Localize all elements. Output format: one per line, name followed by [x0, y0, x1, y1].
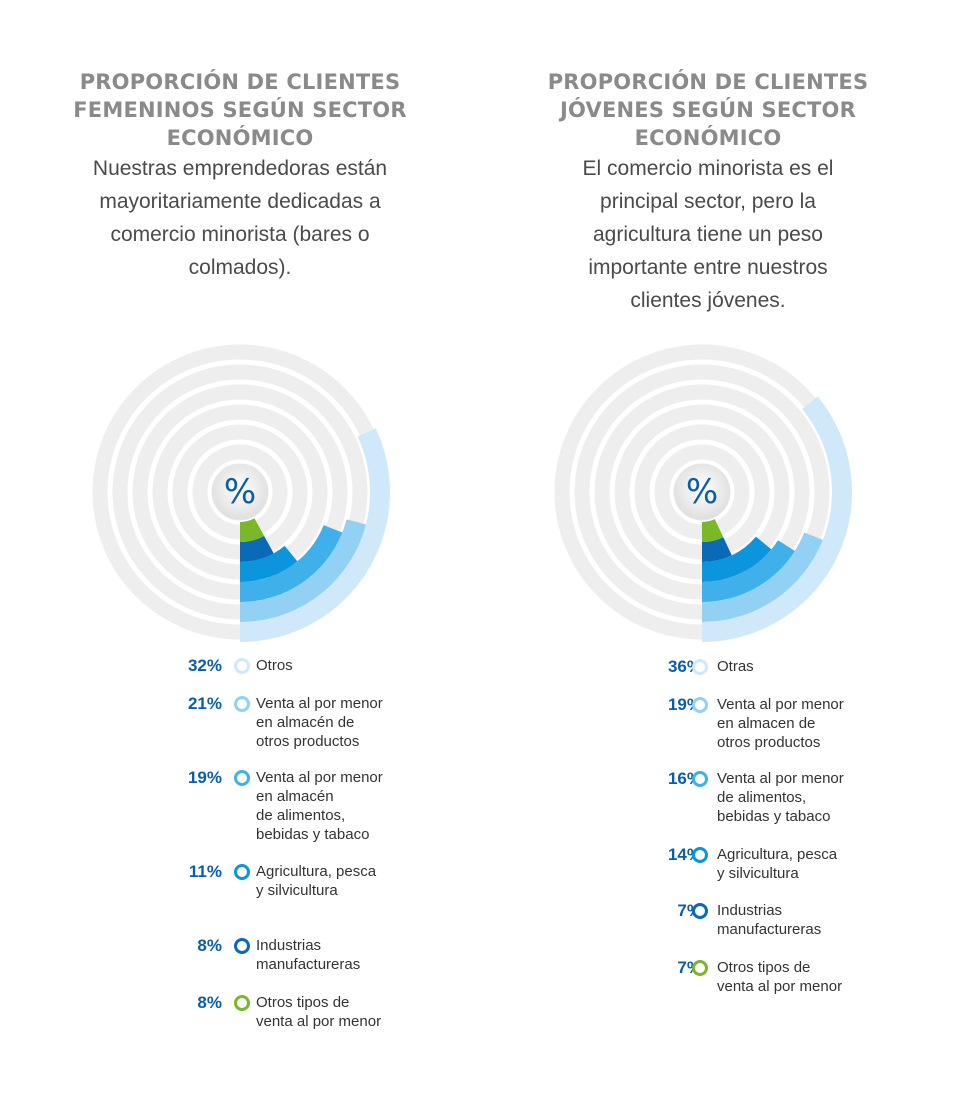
ring-segment	[702, 537, 732, 562]
ring-segment	[702, 536, 772, 582]
legend-label: Otras	[717, 658, 754, 675]
legend-percent: 14%	[667, 845, 702, 864]
chart-title: PROPORCIÓN DE CLIENTES JÓVENES SEGÚN SEC…	[547, 70, 869, 150]
percent-symbol: %	[686, 472, 718, 512]
legend-percent: 16%	[667, 769, 702, 788]
legend-percent: 11%	[188, 862, 222, 881]
legend-label: Otros	[256, 657, 293, 674]
legend-marker	[692, 771, 708, 787]
legend-percent: 8%	[197, 936, 222, 955]
legend-percent: 7%	[677, 958, 702, 977]
legend-marker	[234, 696, 250, 712]
legend-percent: 7%	[677, 901, 702, 920]
legend-label: Agricultura, pesca y silvicultura	[717, 846, 838, 882]
legend-marker	[234, 658, 250, 674]
legend-percent: 19%	[667, 695, 702, 714]
percent-symbol: %	[224, 472, 256, 512]
legend-label: Otros tipos de venta al por menor	[717, 959, 843, 995]
legend-percent: 36%	[667, 657, 702, 676]
chart-subtitle: Nuestras emprendedoras están mayoritaria…	[92, 157, 388, 279]
legend-marker	[692, 903, 708, 919]
legend-percent: 21%	[187, 694, 222, 713]
legend-percent: 32%	[187, 656, 222, 675]
legend-label: Venta al por menor en almacen de otros p…	[717, 696, 844, 751]
ring-segment	[702, 532, 823, 622]
legend-percent: 8%	[197, 993, 222, 1012]
ring-segment	[702, 540, 795, 602]
legend-marker	[692, 659, 708, 675]
center-hub	[211, 463, 269, 521]
legend-marker	[234, 938, 250, 954]
ring-segment	[240, 518, 265, 542]
legend-label: Agricultura, pesca y silvicultura	[256, 863, 377, 899]
legend-marker	[692, 697, 708, 713]
legend-label: Industrias manufactureras	[256, 937, 361, 973]
legend-marker	[234, 995, 250, 1011]
legend-marker	[234, 864, 250, 880]
ring-segment	[702, 519, 724, 542]
ring-segment	[240, 545, 298, 582]
legend-label: Venta al por menor de alimentos, bebidas…	[717, 770, 844, 825]
center-hub	[673, 463, 731, 521]
chart-subtitle: El comercio minorista es el principal se…	[582, 157, 834, 312]
radial-chart: %	[92, 344, 391, 642]
ring-segment	[240, 428, 391, 642]
ring-segment	[240, 525, 343, 602]
ring-segment	[240, 535, 274, 562]
legend-marker	[234, 770, 250, 786]
panel-female-clients: PROPORCIÓN DE CLIENTES FEMENINOS SEGÚN S…	[73, 70, 407, 1030]
ring-segment	[702, 396, 852, 642]
panel-young-clients: PROPORCIÓN DE CLIENTES JÓVENES SEGÚN SEC…	[480, 0, 960, 1118]
chart-title: PROPORCIÓN DE CLIENTES FEMENINOS SEGÚN S…	[73, 70, 407, 150]
radial-chart: %	[554, 344, 852, 642]
legend-marker	[692, 960, 708, 976]
legend-label: Industrias manufactureras	[717, 902, 822, 938]
legend-percent: 19%	[187, 768, 222, 787]
legend-label: Venta al por menor en almacén de aliment…	[256, 769, 383, 843]
ring-segment	[240, 519, 366, 622]
legend-marker	[692, 847, 708, 863]
legend-label: Otros tipos de venta al por menor	[256, 994, 382, 1030]
legend-label: Venta al por menor en almacén de otros p…	[256, 695, 383, 750]
